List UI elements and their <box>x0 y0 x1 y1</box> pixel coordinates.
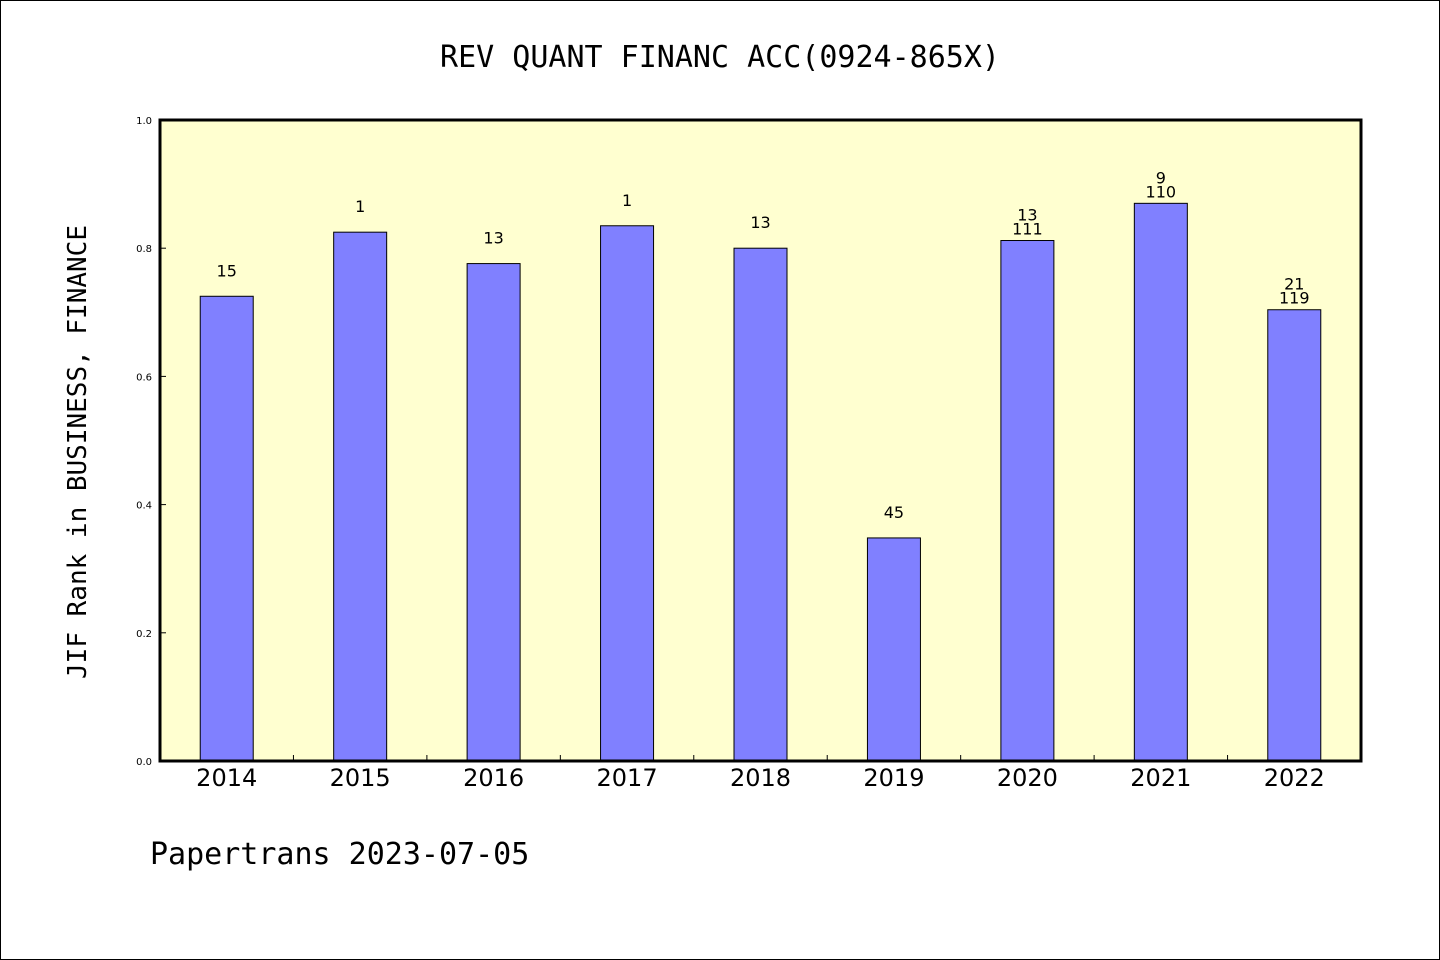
x-tick-label-2020: 2020 <box>997 764 1058 792</box>
y-tick-label-4: 0.8 <box>136 244 152 255</box>
bar-2021 <box>1133 202 1188 762</box>
data-label-2020-1: 111 <box>1012 220 1043 239</box>
data-label-2018: 13 <box>750 213 770 232</box>
y-tick-label-2: 0.4 <box>136 501 152 512</box>
x-axis-ticks: 2014 2015 2016 2017 2018 2019 2020 2021 2022 <box>196 755 1325 792</box>
x-tick-label-2021: 2021 <box>1130 764 1191 792</box>
x-tick-label-2014: 2014 <box>196 764 257 792</box>
x-tick-label-2018: 2018 <box>730 764 791 792</box>
x-tick-label-2015: 2015 <box>330 764 391 792</box>
x-tick-label-2017: 2017 <box>597 764 658 792</box>
data-label-2019: 45 <box>884 503 904 522</box>
plot-border <box>158 118 1363 763</box>
bar-2022 <box>1267 309 1322 762</box>
chart-title: REV QUANT FINANC ACC(0924-865X) <box>440 40 1000 75</box>
y-tick-label-1: 0.2 <box>136 629 152 640</box>
bars <box>199 202 1322 762</box>
y-axis-label: JIF Rank in BUSINESS, FINANCE <box>63 225 93 679</box>
bar-2020 <box>1000 240 1055 762</box>
data-label-2017: 1 <box>622 191 632 210</box>
data-label-2021-0: 9 <box>1156 168 1166 187</box>
bar-2019 <box>866 537 921 762</box>
bar-2015 <box>333 231 388 762</box>
data-label-2016: 13 <box>483 229 503 248</box>
data-label-2015: 1 <box>355 197 365 216</box>
y-tick-label-0: 0.0 <box>136 757 152 768</box>
bar-2017 <box>600 225 655 762</box>
data-label-2021-1: 110 <box>1146 182 1177 201</box>
bar-2014 <box>199 295 254 762</box>
bar-2016 <box>466 263 521 762</box>
data-label-2022-0: 21 <box>1284 275 1304 294</box>
bar-2018 <box>733 247 788 762</box>
data-label-2014: 15 <box>217 261 237 280</box>
x-tick-label-2019: 2019 <box>863 764 924 792</box>
y-tick-label-5: 1.0 <box>136 116 152 127</box>
x-tick-label-2022: 2022 <box>1264 764 1325 792</box>
footer-credit: Papertrans 2023-07-05 <box>150 837 529 872</box>
y-tick-label-3: 0.6 <box>136 372 152 383</box>
x-tick-label-2016: 2016 <box>463 764 524 792</box>
data-label-2022-1: 119 <box>1279 289 1310 308</box>
data-label-2020-0: 13 <box>1017 206 1037 225</box>
